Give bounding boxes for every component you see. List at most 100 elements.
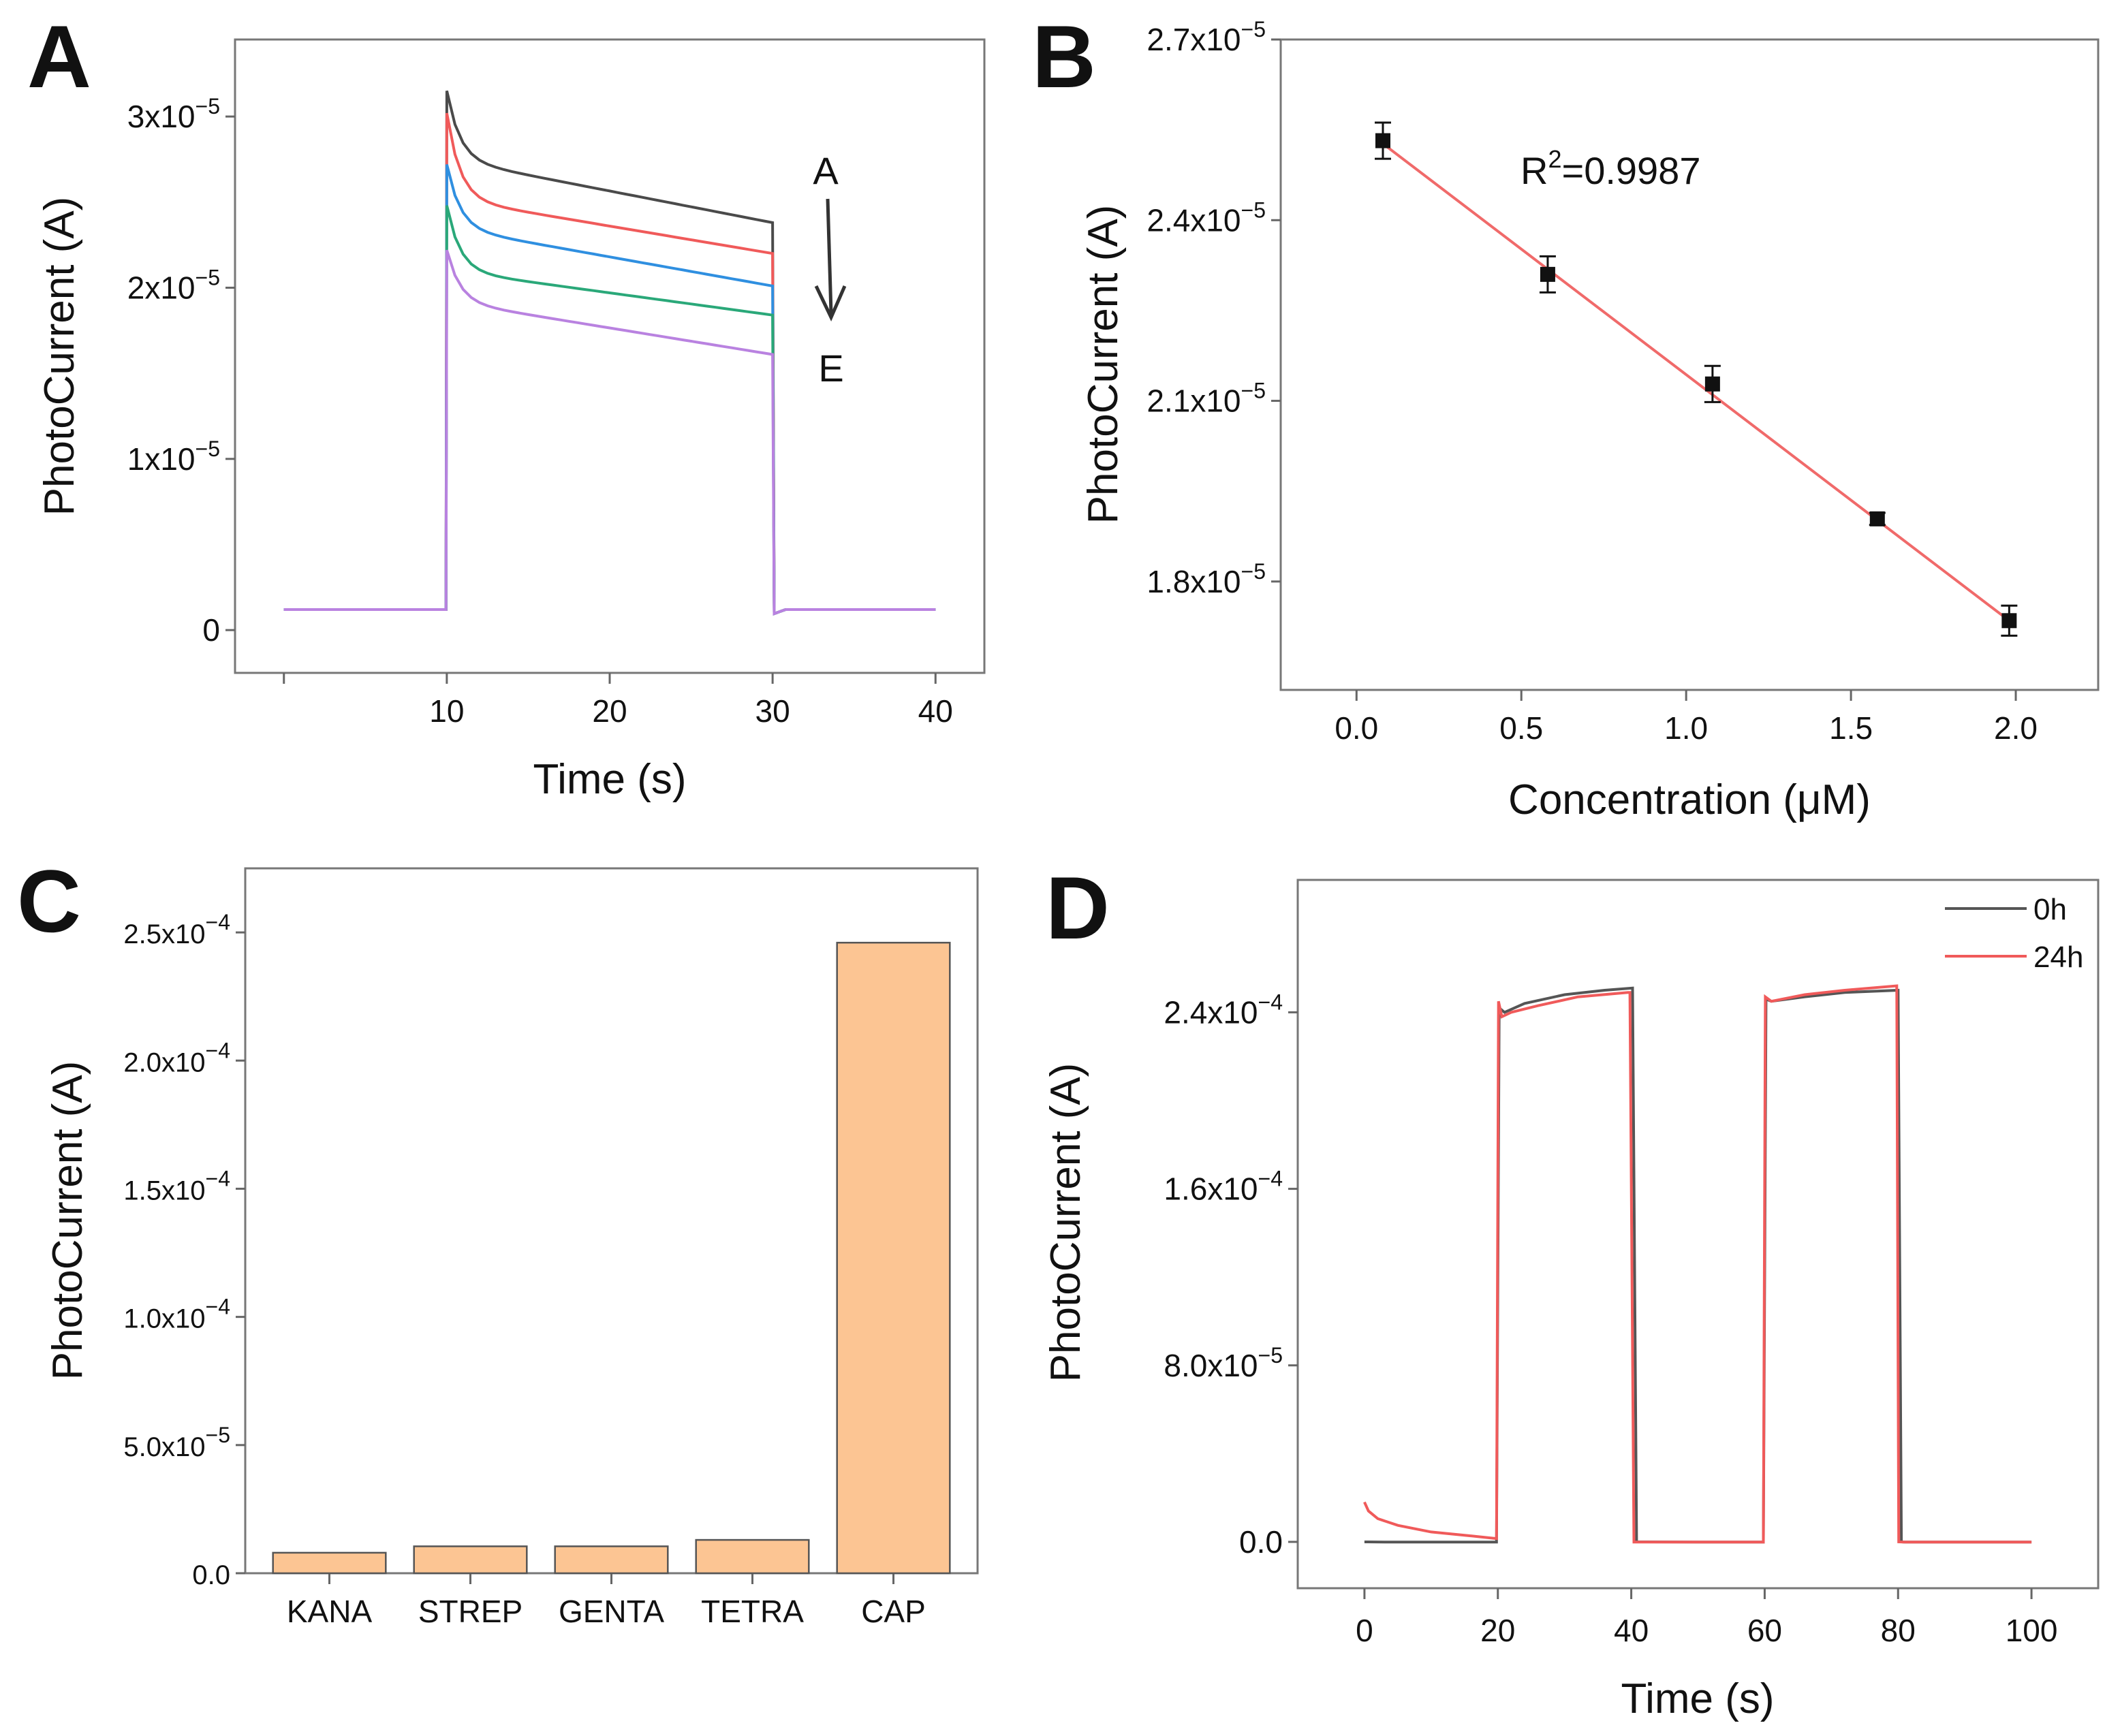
panel-a-x-axis-title: Time (s) <box>533 756 687 803</box>
panel-c-y-tick-label-3-exp: −4 <box>206 1166 230 1190</box>
panel-c-y-axis-title: PhotoCurrent (A) <box>44 1061 91 1380</box>
panel-b-plot-frame <box>1279 38 2100 691</box>
panel-a-x-tick-label-4: 40 <box>918 693 953 729</box>
panel-b-y-tick-label-0: 1.8x10−5 <box>1147 559 1266 599</box>
panel-a-series <box>283 90 936 616</box>
panel-d-series <box>1363 984 2032 1544</box>
panel-b-y-tick-label-1: 2.1x10−5 <box>1147 379 1266 419</box>
panel-c-y-tick-label-4-base: 2.0x10 <box>123 1047 205 1077</box>
panel-d-y-tick-label-1-exp: −5 <box>1258 1343 1283 1368</box>
panel-d-y-tick-label-2-base: 1.6x10 <box>1164 1171 1258 1207</box>
panel-b-point-3 <box>1869 511 1885 526</box>
panel-a-arrow-shaft <box>826 198 833 314</box>
panel-c-y-tick-label-2: 1.0x10−4 <box>123 1295 230 1334</box>
panel-b-x-tick-label-2: 1.0 <box>1664 710 1708 746</box>
panel-d-ticks: 0.08.0x10−51.6x10−42.4x10−40 20 40 60 80 100 <box>1164 990 2057 1648</box>
panel-c-category-label-strep: STREP <box>418 1594 523 1629</box>
panel-c-bar-cap <box>836 941 951 1575</box>
panel-b-r-squared: R2=0.9987 <box>1521 145 1700 192</box>
panel-c-y-tick-label-1-exp: −5 <box>206 1423 230 1447</box>
panel-a-arrow-start-label: A <box>813 149 839 192</box>
panel-b-y-tick-label-2-base: 2.4x10 <box>1147 202 1241 238</box>
panel-b-y-tick-label-3-exp: −5 <box>1241 17 1266 42</box>
panel-c-bar-genta <box>554 1545 669 1575</box>
panel-b-x-axis-title: Concentration (μM) <box>1508 776 1871 823</box>
panel-a-series-e <box>283 249 936 616</box>
panel-c-bar-kana <box>272 1551 387 1575</box>
panel-a-y-tick-label-3-exp: −5 <box>196 94 220 119</box>
panel-a-y-tick-label-3: 3x10−5 <box>127 94 220 134</box>
panel-c-bar-tetra <box>695 1538 810 1575</box>
panel-b-point-1 <box>1540 266 1555 282</box>
panel-b-point-0 <box>1375 133 1390 148</box>
panel-c: C 0.05.0x10−51.0x10−41.5x10−42.0x10−42.5… <box>17 851 979 1629</box>
panel-a-x-tick-label-3: 30 <box>755 693 790 729</box>
panel-a-arrow-end-label: E <box>818 347 843 390</box>
panel-b-letter: B <box>1032 7 1096 106</box>
panel-d-x-tick-label-2: 40 <box>1614 1613 1649 1648</box>
panel-a-x-tick-label-1: 10 <box>429 693 464 729</box>
panel-b-series <box>1375 121 2018 637</box>
panel-a-y-tick-label-0: 0 <box>202 612 220 648</box>
panel-b-ticks: 1.8x10−52.1x10−52.4x10−52.7x10−50.0 0.5 1.… <box>1147 17 2038 746</box>
panel-c-y-tick-label-4-exp: −4 <box>206 1038 230 1062</box>
panel-d-x-axis-title: Time (s) <box>1621 1675 1775 1722</box>
panel-b-r-squared-value: =0.9987 <box>1561 149 1700 192</box>
panel-c-y-tick-label-4: 2.0x10−4 <box>123 1038 230 1077</box>
panel-a-x-tick-label-2: 20 <box>592 693 627 729</box>
panel-b-y-tick-label-0-exp: −5 <box>1241 559 1266 584</box>
panel-b-point-4 <box>2001 613 2017 629</box>
panel-a-arrow-head <box>814 285 847 322</box>
panel-b-y-tick-label-3: 2.7x10−5 <box>1147 17 1266 57</box>
panel-b-x-tick-label-3: 1.5 <box>1829 710 1873 746</box>
panel-d-plot-frame <box>1296 879 2100 1590</box>
panel-b-x-tick-label-0: 0.0 <box>1335 710 1378 746</box>
panel-a-y-tick-label-2-base: 2x10 <box>127 270 196 305</box>
panel-c-letter: C <box>17 851 81 951</box>
panel-d-x-tick-label-3: 60 <box>1747 1613 1782 1648</box>
panel-c-y-tick-label-2-base: 1.0x10 <box>123 1304 205 1334</box>
panel-d-legend-label-0h: 0h <box>2033 893 2067 926</box>
panel-c-y-tick-label-1-base: 5.0x10 <box>123 1432 205 1462</box>
panel-d-y-tick-label-1-base: 8.0x10 <box>1164 1348 1258 1383</box>
panel-d-x-tick-label-1: 20 <box>1480 1613 1515 1648</box>
panel-c-y-tick-label-5-exp: −4 <box>206 910 230 934</box>
panel-a-y-tick-label-1: 1x10−5 <box>127 437 220 477</box>
panel-b: B 1.8x10−52.1x10−52.4x10−52.7x10−50.0 0.5… <box>1032 7 2100 823</box>
panel-c-category-label-genta: GENTA <box>559 1594 664 1629</box>
panel-b-point-2 <box>1704 376 1720 392</box>
panel-c-category-label-kana: KANA <box>287 1594 373 1629</box>
panel-b-y-tick-label-2-exp: −5 <box>1241 198 1266 222</box>
panel-a-series-d <box>283 205 936 616</box>
panel-a-series-a <box>283 90 936 616</box>
panel-b-y-tick-label-0-base: 1.8x10 <box>1147 564 1241 599</box>
panel-c-y-tick-label-0: 0.0 <box>192 1560 230 1590</box>
panel-c-bar-strep <box>413 1545 528 1575</box>
panel-c-y-tick-label-3: 1.5x10−4 <box>123 1166 230 1205</box>
panel-c-category-label-cap: CAP <box>861 1594 926 1629</box>
panel-b-r-squared-prefix: R <box>1521 149 1548 192</box>
panel-c-y-tick-label-2-exp: −4 <box>206 1295 230 1319</box>
panel-d-y-tick-label-2-exp: −4 <box>1258 1167 1283 1191</box>
panel-a-y-tick-label-2-exp: −5 <box>196 265 220 289</box>
panel-a-y-tick-label-1-base: 1x10 <box>127 441 196 477</box>
panel-a-y-tick-label-1-exp: −5 <box>196 437 220 461</box>
panel-b-y-tick-label-1-base: 2.1x10 <box>1147 383 1241 419</box>
panel-a-letter: A <box>27 7 91 106</box>
panel-b-fit-line <box>1382 142 2010 622</box>
panel-d-x-tick-label-4: 80 <box>1881 1613 1916 1648</box>
panel-d-y-tick-label-3-base: 2.4x10 <box>1164 994 1258 1030</box>
panel-a-y-tick-label-3-base: 3x10 <box>127 99 196 134</box>
panel-d-y-tick-label-0: 0.0 <box>1239 1524 1283 1560</box>
panel-c-y-tick-label-3-base: 1.5x10 <box>123 1175 205 1205</box>
panel-b-x-tick-label-1: 0.5 <box>1499 710 1543 746</box>
panel-b-y-tick-label-3-base: 2.7x10 <box>1147 22 1241 57</box>
panel-d-y-tick-label-3-exp: −4 <box>1258 990 1283 1014</box>
panel-b-x-tick-label-4: 2.0 <box>1994 710 2038 746</box>
panel-a-series-b <box>283 112 936 616</box>
panel-d-y-tick-label-1: 8.0x10−5 <box>1164 1343 1283 1383</box>
